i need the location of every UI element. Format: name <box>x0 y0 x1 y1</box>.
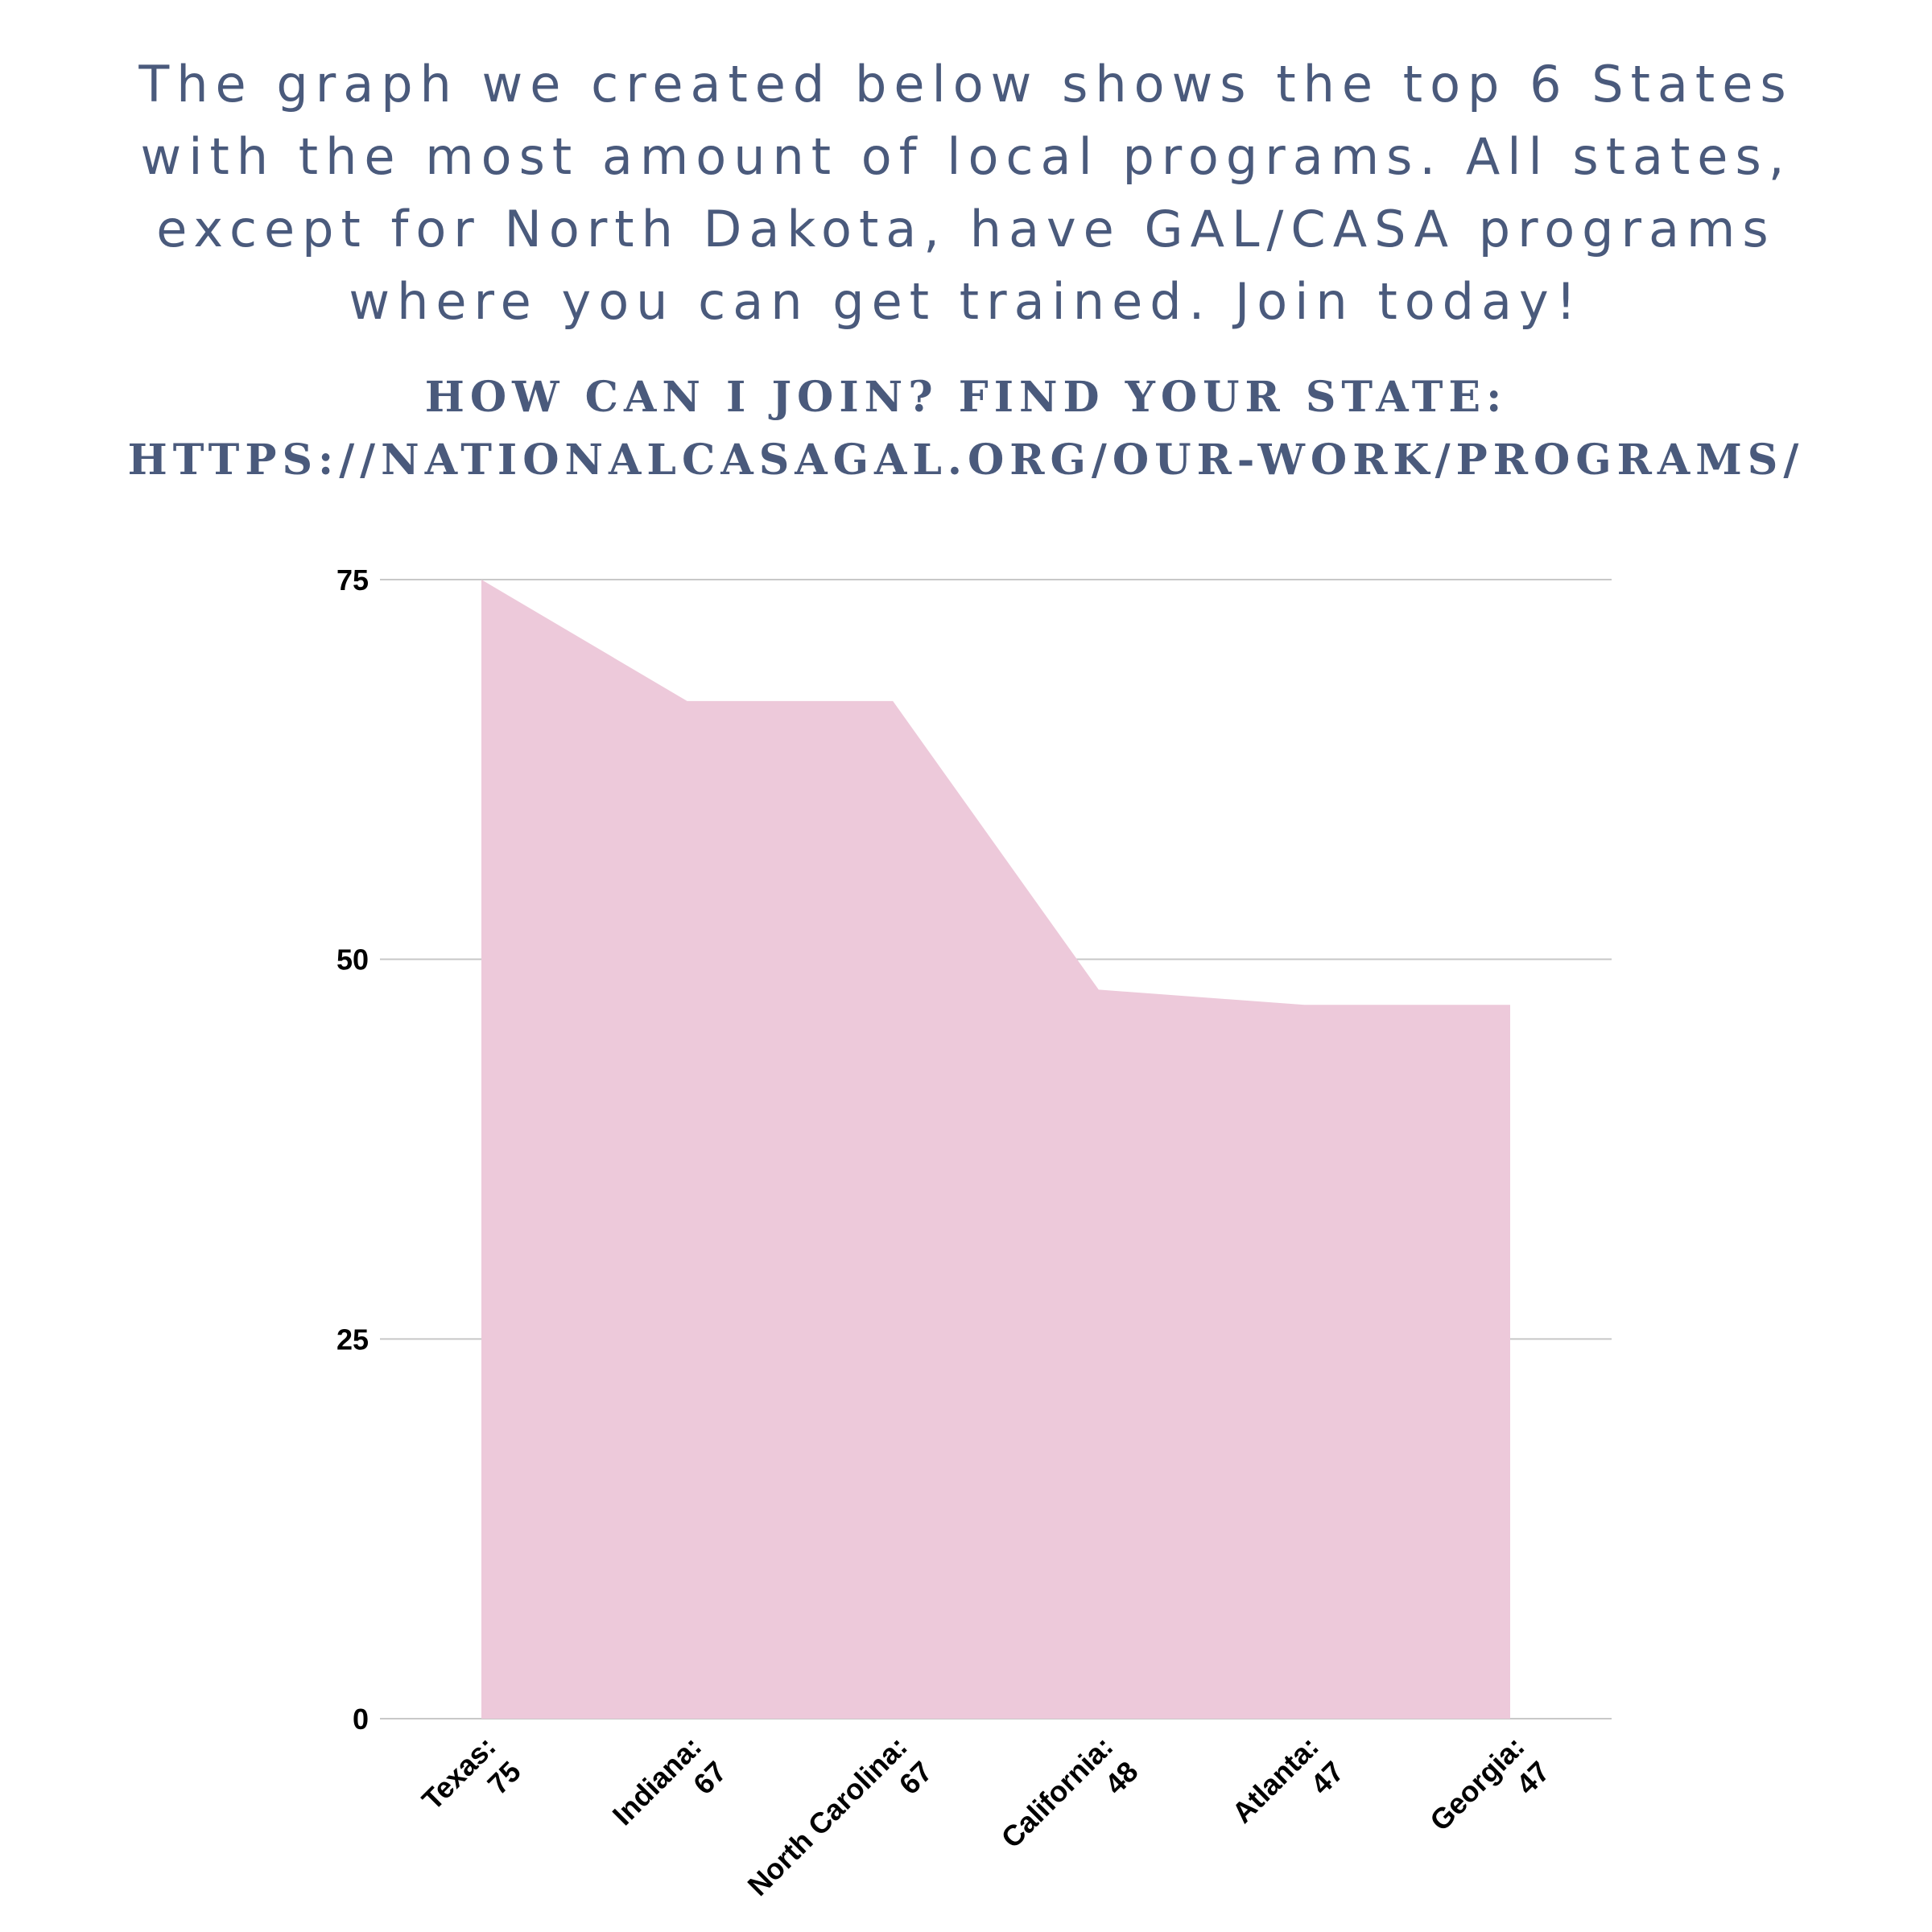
y-tick-label: 50 <box>336 943 369 976</box>
join-heading: HOW CAN I JOIN? FIND YOUR STATE: HTTPS:/… <box>48 366 1884 492</box>
intro-paragraph: The graph we created below shows the top… <box>138 55 1794 331</box>
y-tick-label: 0 <box>353 1703 369 1736</box>
programs-url: HTTPS://NATIONALCASAGAL.ORG/OUR-WORK/PRO… <box>127 436 1805 485</box>
y-axis: 0 25 50 75 <box>336 564 369 1736</box>
y-tick-label: 25 <box>336 1323 369 1356</box>
y-tick-label: 75 <box>336 564 369 597</box>
x-tick-label: North Carolina:67 <box>741 1730 939 1927</box>
x-tick-label: Texas:75 <box>415 1730 527 1842</box>
area-fill <box>481 580 1510 1719</box>
x-tick-label: Georgia:47 <box>1423 1730 1556 1863</box>
x-axis: Texas:75 Indiana:67 North Carolina:67 Calif… <box>415 1730 1556 1927</box>
x-tick-label-line: North Carolina: <box>741 1730 914 1902</box>
x-tick-label: California:48 <box>995 1730 1145 1880</box>
x-tick-label-line: California: <box>995 1730 1120 1855</box>
x-tick-label: Indiana:67 <box>606 1730 733 1857</box>
x-tick-label: Atlanta:47 <box>1225 1730 1350 1855</box>
area-series <box>481 580 1510 1719</box>
join-heading-line: HOW CAN I JOIN? FIND YOUR STATE: <box>424 373 1508 422</box>
